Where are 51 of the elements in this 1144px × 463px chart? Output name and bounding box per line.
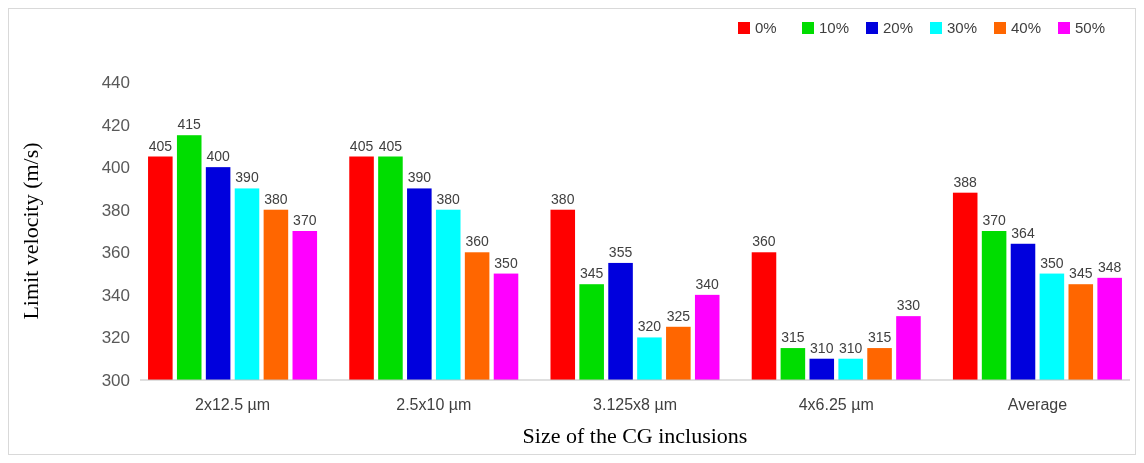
data-label: 345: [1069, 265, 1093, 282]
data-label: 370: [982, 212, 1006, 228]
x-tick-label: 2x12.5 µm: [195, 396, 271, 413]
data-label: 405: [349, 137, 374, 154]
y-tick-label: 400: [101, 158, 130, 178]
data-label: 310: [838, 339, 863, 356]
data-label: 400: [206, 148, 231, 165]
y-tick-label: 320: [101, 328, 130, 348]
data-label: 388: [953, 173, 978, 190]
legend-label: 20%: [883, 19, 914, 37]
y-axis-title: Limit velocity (m/s): [18, 142, 43, 320]
data-label: 364: [1011, 224, 1035, 241]
data-label: 315: [781, 329, 805, 346]
data-label: 350: [494, 254, 518, 271]
y-tick-label: 380: [101, 200, 130, 220]
data-label: 380: [551, 190, 575, 207]
legend-label: 0%: [755, 19, 777, 37]
data-label: 348: [1097, 258, 1122, 275]
data-label: 405: [378, 137, 403, 154]
data-label: 350: [1040, 254, 1064, 271]
data-label: 315: [867, 329, 892, 346]
data-label: 310: [810, 339, 834, 356]
data-label: 405: [148, 137, 173, 154]
data-label: 320: [637, 318, 662, 335]
y-tick-label: 360: [101, 243, 130, 263]
data-label: 330: [896, 297, 921, 314]
data-label: 340: [695, 275, 720, 292]
x-tick-label: 3.125x8 µm: [593, 396, 677, 413]
y-tick-label: 300: [101, 370, 130, 390]
legend-label: 30%: [947, 19, 978, 37]
y-tick-label: 440: [101, 72, 130, 92]
legend-label: 40%: [1011, 19, 1042, 37]
data-label: 380: [436, 190, 461, 207]
x-tick-label: Average: [1007, 396, 1068, 413]
data-label: 415: [177, 116, 202, 133]
data-label: 325: [666, 307, 691, 324]
data-label: 345: [579, 265, 604, 282]
y-tick-label: 340: [101, 285, 130, 305]
x-axis-title: Size of the CG inclusions: [522, 423, 748, 448]
legend-label: 10%: [819, 19, 850, 37]
data-label: 360: [752, 233, 776, 250]
data-label: 370: [293, 212, 317, 228]
x-tick-label: 4x6.25 µm: [798, 396, 874, 413]
data-label: 380: [264, 190, 288, 207]
data-label: 360: [465, 233, 490, 250]
data-label: 390: [235, 169, 259, 186]
y-tick-label: 420: [101, 115, 130, 135]
x-tick-label: 2.5x10 µm: [396, 396, 472, 413]
data-label: 355: [608, 243, 633, 260]
data-label: 390: [407, 169, 432, 186]
legend-label: 50%: [1075, 19, 1106, 37]
